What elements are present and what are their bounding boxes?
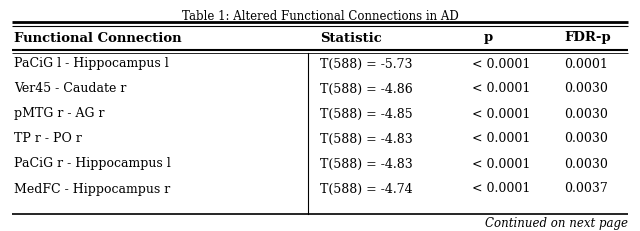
Text: T(588) = -4.74: T(588) = -4.74 xyxy=(320,182,413,195)
Text: MedFC - Hippocampus r: MedFC - Hippocampus r xyxy=(14,182,170,195)
Text: < 0.0001: < 0.0001 xyxy=(472,82,531,95)
Text: 0.0037: 0.0037 xyxy=(564,182,608,195)
Text: p: p xyxy=(483,31,493,45)
Text: Table 1: Altered Functional Connections in AD: Table 1: Altered Functional Connections … xyxy=(182,10,458,23)
Text: pMTG r - AG r: pMTG r - AG r xyxy=(14,107,104,121)
Text: 0.0001: 0.0001 xyxy=(564,58,608,70)
Text: TP r - PO r: TP r - PO r xyxy=(14,133,82,146)
Text: T(588) = -5.73: T(588) = -5.73 xyxy=(320,58,413,70)
Text: < 0.0001: < 0.0001 xyxy=(472,182,531,195)
Text: < 0.0001: < 0.0001 xyxy=(472,107,531,121)
Text: PaCiG l - Hippocampus l: PaCiG l - Hippocampus l xyxy=(14,58,169,70)
Text: Functional Connection: Functional Connection xyxy=(14,31,182,45)
Text: T(588) = -4.85: T(588) = -4.85 xyxy=(320,107,413,121)
Text: Ver45 - Caudate r: Ver45 - Caudate r xyxy=(14,82,126,95)
Text: 0.0030: 0.0030 xyxy=(564,158,608,170)
Text: < 0.0001: < 0.0001 xyxy=(472,133,531,146)
Text: T(588) = -4.86: T(588) = -4.86 xyxy=(320,82,413,95)
Text: Continued on next page: Continued on next page xyxy=(485,218,628,231)
Text: < 0.0001: < 0.0001 xyxy=(472,158,531,170)
Text: PaCiG r - Hippocampus l: PaCiG r - Hippocampus l xyxy=(14,158,171,170)
Text: < 0.0001: < 0.0001 xyxy=(472,58,531,70)
Text: 0.0030: 0.0030 xyxy=(564,82,608,95)
Text: T(588) = -4.83: T(588) = -4.83 xyxy=(320,158,413,170)
Text: 0.0030: 0.0030 xyxy=(564,107,608,121)
Text: T(588) = -4.83: T(588) = -4.83 xyxy=(320,133,413,146)
Text: FDR-p: FDR-p xyxy=(564,31,611,45)
Text: 0.0030: 0.0030 xyxy=(564,133,608,146)
Text: Statistic: Statistic xyxy=(320,31,381,45)
